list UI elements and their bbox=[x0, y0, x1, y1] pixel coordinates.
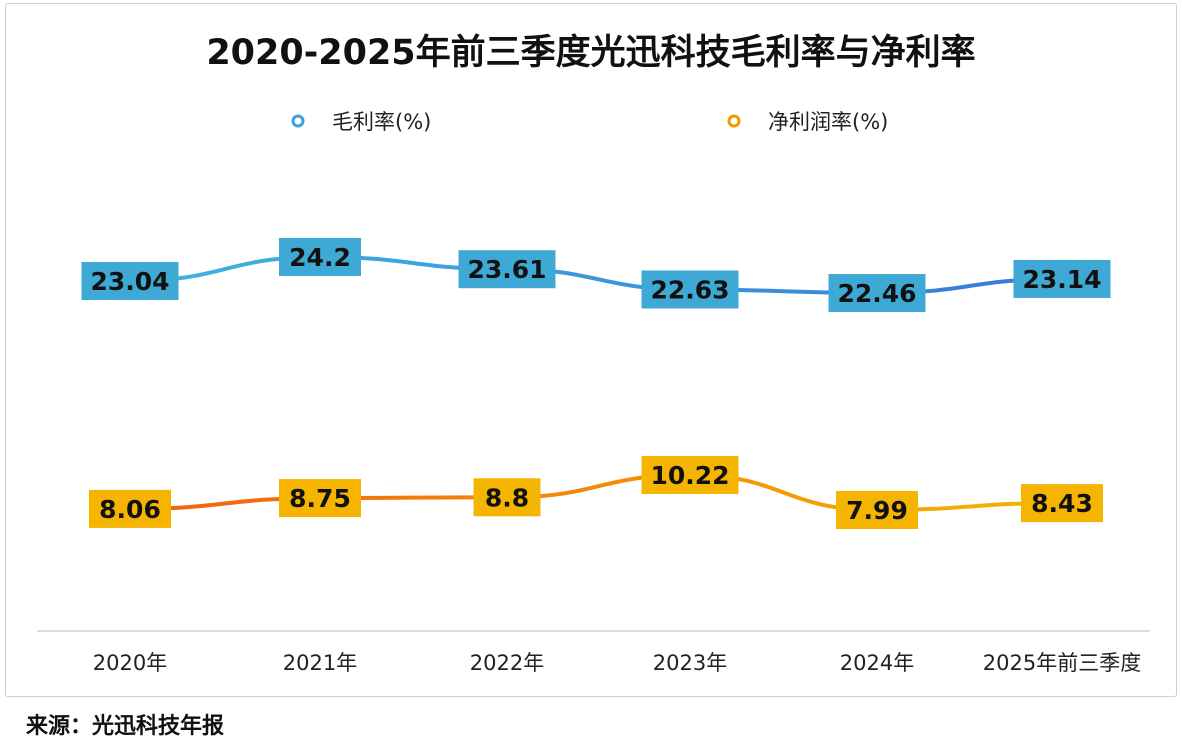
data-label: 24.2 bbox=[289, 243, 351, 272]
legend-line-circle-icon bbox=[706, 114, 762, 128]
data-label: 23.61 bbox=[467, 255, 546, 284]
legend-gross-margin: 毛利率(%) bbox=[270, 106, 431, 136]
data-label: 8.8 bbox=[485, 483, 529, 512]
data-label: 8.06 bbox=[99, 495, 161, 524]
legend-line-circle-icon bbox=[270, 114, 326, 128]
source-note: 来源：光迅科技年报 bbox=[26, 714, 225, 739]
data-label-box bbox=[641, 270, 739, 309]
x-tick-label: 2021年 bbox=[283, 651, 357, 675]
chart-title: 2020-2025年前三季度光迅科技毛利率与净利率 bbox=[206, 33, 976, 73]
data-label: 8.75 bbox=[289, 484, 351, 513]
data-label-box bbox=[279, 238, 361, 276]
data-label-box bbox=[89, 489, 171, 528]
chart-frame bbox=[5, 3, 1177, 697]
x-tick-label: 2024年 bbox=[840, 651, 914, 675]
data-label-box bbox=[641, 456, 739, 494]
data-label-box bbox=[473, 478, 541, 517]
data-label-box bbox=[458, 250, 556, 289]
legend-net-margin: 净利润率(%) bbox=[706, 106, 888, 136]
series-line-1 bbox=[129, 472, 1063, 513]
line-chart: 2020年 2021年 2022年 2023年 2024年 2025年前三季度 23.04 2… bbox=[37, 238, 1150, 675]
x-tick-label: 2020年 bbox=[93, 651, 167, 675]
data-label-box bbox=[836, 491, 918, 530]
data-label-box bbox=[1021, 484, 1103, 523]
data-label-box bbox=[279, 479, 361, 518]
data-label: 22.46 bbox=[837, 279, 916, 308]
data-label: 10.22 bbox=[650, 461, 729, 490]
legend-label: 净利润率(%) bbox=[768, 110, 889, 134]
x-tick-label: 2025年前三季度 bbox=[983, 651, 1141, 675]
data-label: 8.43 bbox=[1031, 489, 1093, 518]
data-label-box bbox=[81, 262, 179, 301]
data-label-box bbox=[828, 274, 926, 313]
data-label: 23.14 bbox=[1022, 265, 1101, 294]
data-label: 23.04 bbox=[90, 267, 169, 296]
legend-label: 毛利率(%) bbox=[332, 110, 432, 134]
x-tick-label: 2023年 bbox=[653, 651, 727, 675]
data-label: 22.63 bbox=[650, 275, 729, 304]
x-tick-label: 2022年 bbox=[470, 651, 544, 675]
data-label: 7.99 bbox=[846, 496, 908, 525]
data-label-box bbox=[1013, 259, 1111, 298]
